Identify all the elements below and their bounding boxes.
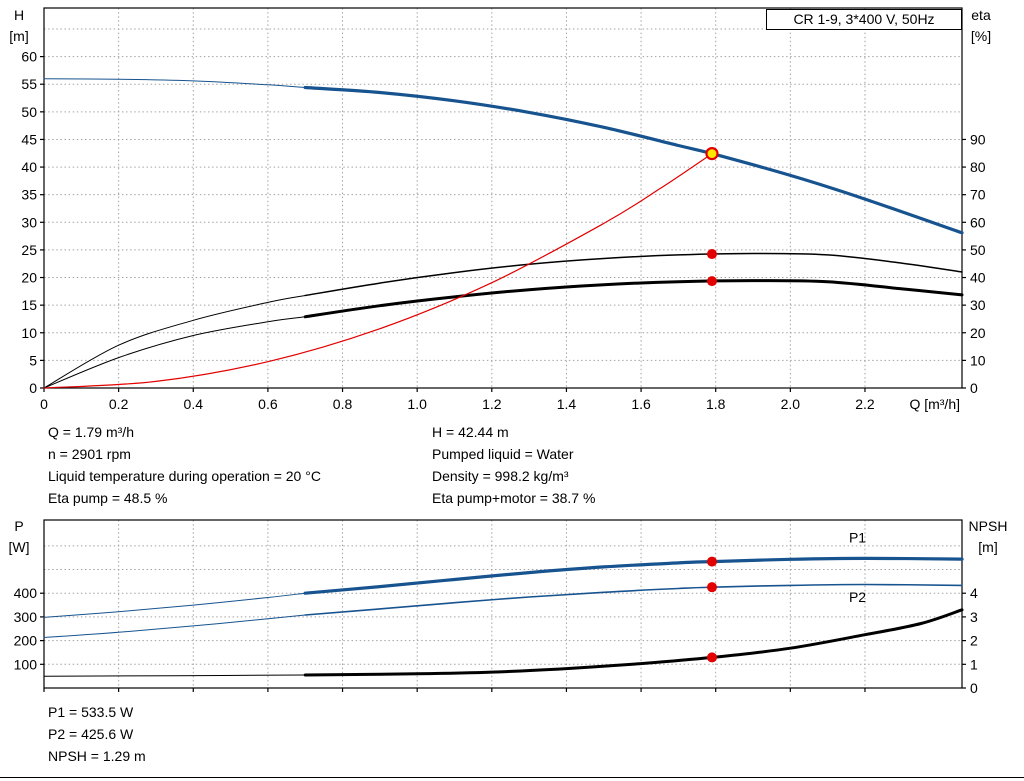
p2-point [706, 582, 717, 593]
right-tick-label: 20 [970, 325, 986, 341]
right-tick-label: 0 [970, 680, 978, 696]
right-tick-label: 2 [970, 633, 978, 649]
eta-pump-motor-point [706, 276, 717, 287]
x-tick-label: 0 [40, 396, 48, 412]
x-tick-label: 1.6 [631, 396, 651, 412]
right-tick-label: 4 [970, 585, 978, 601]
info-eta-pump: Eta pump = 48.5 % [48, 490, 168, 506]
head-curve-lowflow [43, 78, 306, 88]
info-eta-pump-motor: Eta pump+motor = 38.7 % [432, 490, 596, 506]
npsh-curve-lowflow [43, 674, 306, 677]
p1-curve-label: P1 [849, 529, 866, 545]
x-tick-label: 1.0 [407, 396, 427, 412]
eta-pump-motor-curve-lowflow [43, 316, 306, 389]
info-speed: n = 2901 rpm [48, 446, 131, 462]
info-pumped-liquid: Pumped liquid = Water [432, 446, 574, 462]
operating-point-info-right: H = 42.44 m Pumped liquid = Water Densit… [432, 421, 595, 509]
eta-pump-point [706, 249, 717, 260]
info-density: Density = 998.2 kg/m³ [432, 468, 569, 484]
left-tick-label: 200 [14, 633, 38, 649]
hq-eta-chart: 0 0.2 0.4 0.6 0.8 1.0 1.2 1.4 1.6 1.8 2.0 2.2 0 5 10 15… [21, 7, 986, 412]
power-axis-label: P [W] [0, 516, 38, 558]
head-curve [303, 85, 964, 235]
p1-curve [303, 556, 964, 595]
right-tick-label: 80 [970, 159, 986, 175]
right-tick-label: 40 [970, 270, 986, 286]
power-axis-label-line1: P [14, 518, 24, 534]
left-tick-label: 0 [29, 380, 37, 396]
info-head: H = 42.44 m [432, 424, 509, 440]
eta-pump-curve [304, 252, 963, 297]
power-npsh-chart: 100 200 300 400 0 1 2 3 4 P1 P2 [14, 519, 978, 696]
p2-curve [304, 583, 963, 616]
left-tick-label: 10 [21, 325, 37, 341]
pump-model-badge: CR 1-9, 3*400 V, 50Hz [766, 9, 962, 30]
head-axis-label-line1: H [13, 7, 25, 23]
info-liquid-temperature: Liquid temperature during operation = 20… [48, 468, 321, 484]
left-tick-label: 5 [29, 352, 37, 368]
x-tick-label: 1.8 [706, 396, 726, 412]
operating-point-info-left: Q = 1.79 m³/h n = 2901 rpm Liquid temper… [48, 421, 321, 509]
x-tick-label: 1.4 [557, 396, 577, 412]
eta-axis-label-line1: eta [971, 7, 991, 23]
x-axis-unit-label: Q [m³/h] [909, 396, 960, 412]
left-tick-label: 30 [21, 214, 37, 230]
left-tick-label: 40 [21, 159, 37, 175]
power-axis-label-line2: [W] [8, 539, 30, 555]
left-tick-label: 35 [21, 187, 37, 203]
right-tick-label: 1 [970, 656, 978, 672]
left-tick-label: 25 [21, 242, 37, 258]
info-npsh: NPSH = 1.29 m [48, 748, 146, 764]
p2-curve-lowflow [43, 614, 306, 638]
p1-point [706, 556, 717, 567]
x-tick-label: 1.2 [482, 396, 502, 412]
right-tick-label: 3 [970, 609, 978, 625]
left-tick-label: 400 [14, 585, 38, 601]
right-tick-label: 0 [970, 380, 978, 396]
npsh-axis-label-line2: [m] [978, 539, 998, 555]
left-tick-label: 300 [14, 609, 38, 625]
npsh-axis-label-line1: NPSH [968, 518, 1008, 534]
power-npsh-info: P1 = 533.5 W P2 = 425.6 W NPSH = 1.29 m [48, 701, 146, 767]
right-tick-label: 60 [970, 214, 986, 230]
right-tick-label: 50 [970, 242, 986, 258]
right-tick-label: 70 [970, 187, 986, 203]
duty-point[interactable] [705, 146, 719, 161]
bottom-divider [0, 777, 1024, 778]
x-tick-label: 0.8 [333, 396, 353, 412]
info-flow: Q = 1.79 m³/h [48, 424, 134, 440]
x-tick-label: 2.0 [781, 396, 801, 412]
left-tick-label: 45 [21, 131, 37, 147]
head-axis-label-line2: [m] [9, 28, 29, 44]
x-tick-label: 0.2 [109, 396, 129, 412]
npsh-curve [303, 608, 964, 677]
left-tick-label: 20 [21, 270, 37, 286]
left-tick-label: 100 [14, 656, 38, 672]
system-curve [43, 153, 713, 389]
left-tick-label: 50 [21, 104, 37, 120]
npsh-point [706, 652, 717, 663]
left-tick-label: 55 [21, 76, 37, 92]
p1-curve-lowflow [43, 592, 306, 618]
eta-axis-label-line2: [%] [970, 28, 992, 44]
left-tick-label: 15 [21, 297, 37, 313]
eta-pump-curve-lowflow [43, 295, 306, 389]
right-tick-label: 90 [970, 131, 986, 147]
left-tick-label: 60 [21, 49, 37, 65]
info-p1: P1 = 533.5 W [48, 704, 134, 720]
p2-curve-label: P2 [849, 589, 866, 605]
head-axis-label: H [m] [0, 5, 38, 47]
eta-pump-motor-curve [303, 279, 964, 319]
info-p2: P2 = 425.6 W [48, 726, 134, 742]
x-tick-label: 2.2 [855, 396, 875, 412]
right-tick-label: 30 [970, 297, 986, 313]
eta-axis-label: eta [%] [958, 5, 1004, 47]
x-tick-label: 0.6 [258, 396, 278, 412]
right-tick-label: 10 [970, 352, 986, 368]
x-tick-label: 0.4 [184, 396, 204, 412]
npsh-axis-label: NPSH [m] [958, 516, 1018, 558]
